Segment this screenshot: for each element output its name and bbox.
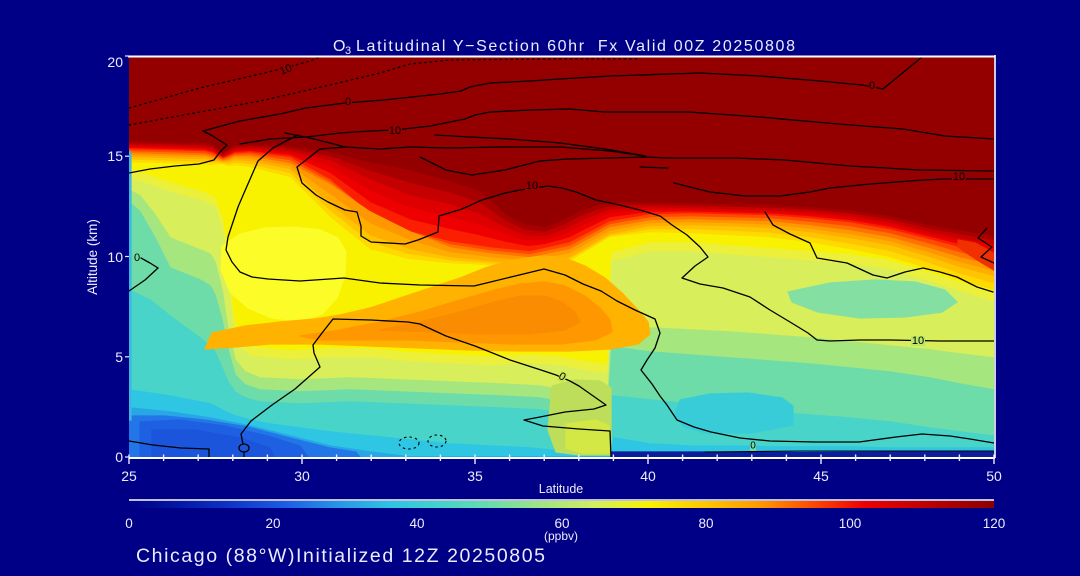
svg-text:0: 0 xyxy=(556,370,567,383)
svg-text:10: 10 xyxy=(953,171,965,183)
svg-text:10: 10 xyxy=(389,125,401,137)
svg-text:20: 20 xyxy=(107,54,123,70)
svg-text:50: 50 xyxy=(986,468,1002,484)
svg-text:30: 30 xyxy=(294,468,310,484)
svg-text:0: 0 xyxy=(134,252,140,264)
svg-text:60: 60 xyxy=(554,516,569,531)
svg-text:10: 10 xyxy=(526,180,538,192)
svg-text:O: O xyxy=(333,38,345,55)
svg-text:Latitude: Latitude xyxy=(539,482,584,496)
svg-text:15: 15 xyxy=(107,148,123,164)
svg-text:0: 0 xyxy=(345,96,351,108)
svg-text:Chicago (88°W)Initialized 12Z: Chicago (88°W)Initialized 12Z 20250805 xyxy=(136,545,545,567)
svg-text:0: 0 xyxy=(115,449,123,465)
svg-text:0: 0 xyxy=(125,516,133,531)
svg-text:Altitude (km): Altitude (km) xyxy=(85,219,100,295)
svg-text:0: 0 xyxy=(869,80,875,92)
svg-text:40: 40 xyxy=(409,516,424,531)
svg-text:10: 10 xyxy=(912,335,924,347)
svg-text:45: 45 xyxy=(813,468,829,484)
svg-text:120: 120 xyxy=(983,516,1006,531)
svg-text:80: 80 xyxy=(698,516,713,531)
svg-text:40: 40 xyxy=(640,468,656,484)
svg-text:0: 0 xyxy=(750,441,756,452)
svg-text:10: 10 xyxy=(278,62,294,78)
svg-text:10: 10 xyxy=(107,249,123,265)
svg-text:(ppbv): (ppbv) xyxy=(544,529,578,543)
svg-text:20: 20 xyxy=(265,516,280,531)
svg-text:3: 3 xyxy=(345,45,351,57)
svg-text:35: 35 xyxy=(467,468,483,484)
svg-text:Latitudinal Y−Section 60hr Fx: Latitudinal Y−Section 60hr Fx Valid 00Z … xyxy=(356,38,795,55)
svg-text:5: 5 xyxy=(115,349,123,365)
svg-text:100: 100 xyxy=(839,516,862,531)
svg-text:25: 25 xyxy=(121,468,137,484)
